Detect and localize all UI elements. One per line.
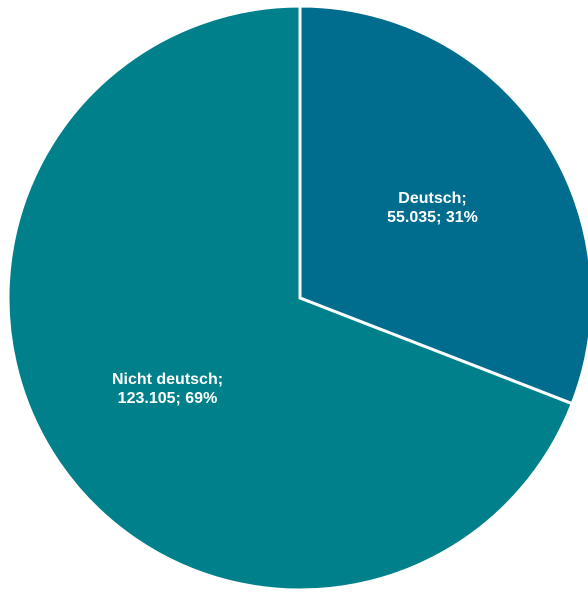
data-label-nicht-deutsch: Nicht deutsch; 123.105; 69% (112, 371, 223, 407)
data-label-line-1: Nicht deutsch; (112, 371, 223, 388)
labels-layer: Deutsch; 55.035; 31% Nicht deutsch; 123.105… (112, 190, 478, 407)
data-label-line-2: 55.035; 31% (387, 209, 478, 226)
data-label-line-1: Deutsch; (398, 190, 466, 207)
pie-slice-nicht-deutsch (6, 4, 575, 592)
data-label-line-2: 123.105; 69% (118, 390, 218, 407)
slices-layer (6, 4, 588, 592)
data-label-deutsch: Deutsch; 55.035; 31% (387, 190, 478, 226)
pie-slice-deutsch (298, 4, 588, 406)
